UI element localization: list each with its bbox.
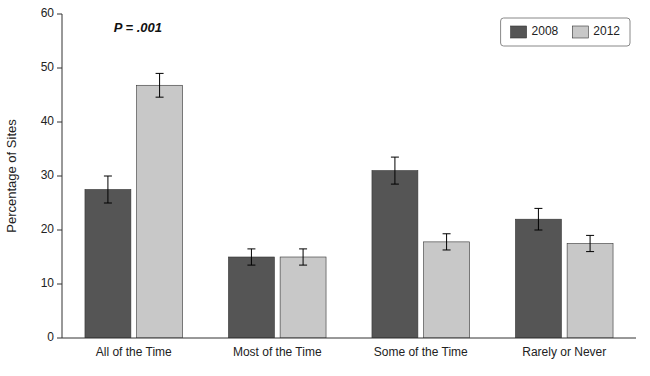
y-axis-label: Percentage of Sites bbox=[4, 119, 19, 233]
y-tick bbox=[57, 230, 62, 231]
y-tick bbox=[57, 122, 62, 123]
error-bar-stem bbox=[107, 176, 108, 203]
error-bar-stem bbox=[590, 235, 591, 251]
error-bar-cap bbox=[104, 203, 112, 204]
x-tick-label: All of the Time bbox=[96, 345, 172, 359]
bar bbox=[280, 257, 326, 338]
legend-swatch bbox=[511, 26, 527, 38]
error-bar bbox=[156, 73, 164, 97]
error-bar-cap bbox=[586, 251, 594, 252]
bar bbox=[137, 85, 183, 338]
error-bar-stem bbox=[159, 73, 160, 97]
error-bar bbox=[443, 234, 451, 250]
error-bar-cap bbox=[104, 176, 112, 177]
error-bar-cap bbox=[156, 73, 164, 74]
error-bar-cap bbox=[247, 248, 255, 249]
error-bar bbox=[299, 249, 307, 265]
y-tick-label: 0 bbox=[47, 330, 54, 344]
page: {"chart_data": {"type": "bar", "categori… bbox=[0, 0, 650, 376]
error-bar bbox=[247, 249, 255, 265]
bar bbox=[85, 190, 131, 339]
error-bar-cap bbox=[299, 265, 307, 266]
y-tick bbox=[57, 284, 62, 285]
error-bar-cap bbox=[534, 208, 542, 209]
error-bar-stem bbox=[446, 234, 447, 250]
x-tick-label: Some of the Time bbox=[374, 345, 468, 359]
x-tick-label: Rarely or Never bbox=[522, 345, 606, 359]
legend-label: 2012 bbox=[593, 24, 620, 38]
error-bar-cap bbox=[247, 265, 255, 266]
error-bar-stem bbox=[251, 249, 252, 265]
bar bbox=[567, 244, 613, 339]
y-tick-label: 30 bbox=[41, 168, 55, 182]
error-bar-cap bbox=[156, 97, 164, 98]
error-bar-cap bbox=[534, 230, 542, 231]
legend-frame bbox=[501, 18, 630, 46]
annotation: P = .001 bbox=[114, 20, 162, 35]
bar bbox=[515, 219, 561, 338]
chart-container: 0 10 20 30 40 50 60 All of the Time Most of the … bbox=[0, 0, 650, 376]
x-axis-line bbox=[62, 338, 636, 339]
bars bbox=[85, 73, 613, 338]
error-bar-cap bbox=[443, 249, 451, 250]
error-bar bbox=[534, 208, 542, 230]
error-bar-cap bbox=[443, 233, 451, 234]
error-bar bbox=[586, 235, 594, 251]
axes: 0 10 20 30 40 50 60 All of the Time Most of the … bbox=[4, 6, 636, 359]
bar bbox=[372, 171, 418, 338]
bar bbox=[228, 257, 274, 338]
error-bar-stem bbox=[303, 249, 304, 265]
error-bar-cap bbox=[391, 184, 399, 185]
chart-svg: 0 10 20 30 40 50 60 All of the Time Most of the … bbox=[0, 0, 650, 376]
error-bar bbox=[104, 176, 112, 203]
y-tick bbox=[57, 68, 62, 69]
y-tick bbox=[57, 338, 62, 339]
y-tick-label: 60 bbox=[41, 6, 55, 20]
x-tick-label: Most of the Time bbox=[233, 345, 322, 359]
legend: 2008 2012 bbox=[501, 18, 630, 46]
y-tick-label: 20 bbox=[41, 222, 55, 236]
y-tick-label: 10 bbox=[41, 276, 55, 290]
error-bar-cap bbox=[391, 157, 399, 158]
bar bbox=[424, 242, 470, 338]
y-tick bbox=[57, 14, 62, 15]
error-bar-stem bbox=[394, 157, 395, 184]
error-bar-cap bbox=[299, 248, 307, 249]
y-tick-label: 50 bbox=[41, 60, 55, 74]
y-tick-label: 40 bbox=[41, 114, 55, 128]
error-bar-cap bbox=[586, 235, 594, 236]
y-tick bbox=[57, 176, 62, 177]
error-bar-stem bbox=[538, 208, 539, 230]
legend-swatch bbox=[572, 26, 588, 38]
error-bar bbox=[391, 157, 399, 184]
legend-label: 2008 bbox=[532, 24, 559, 38]
